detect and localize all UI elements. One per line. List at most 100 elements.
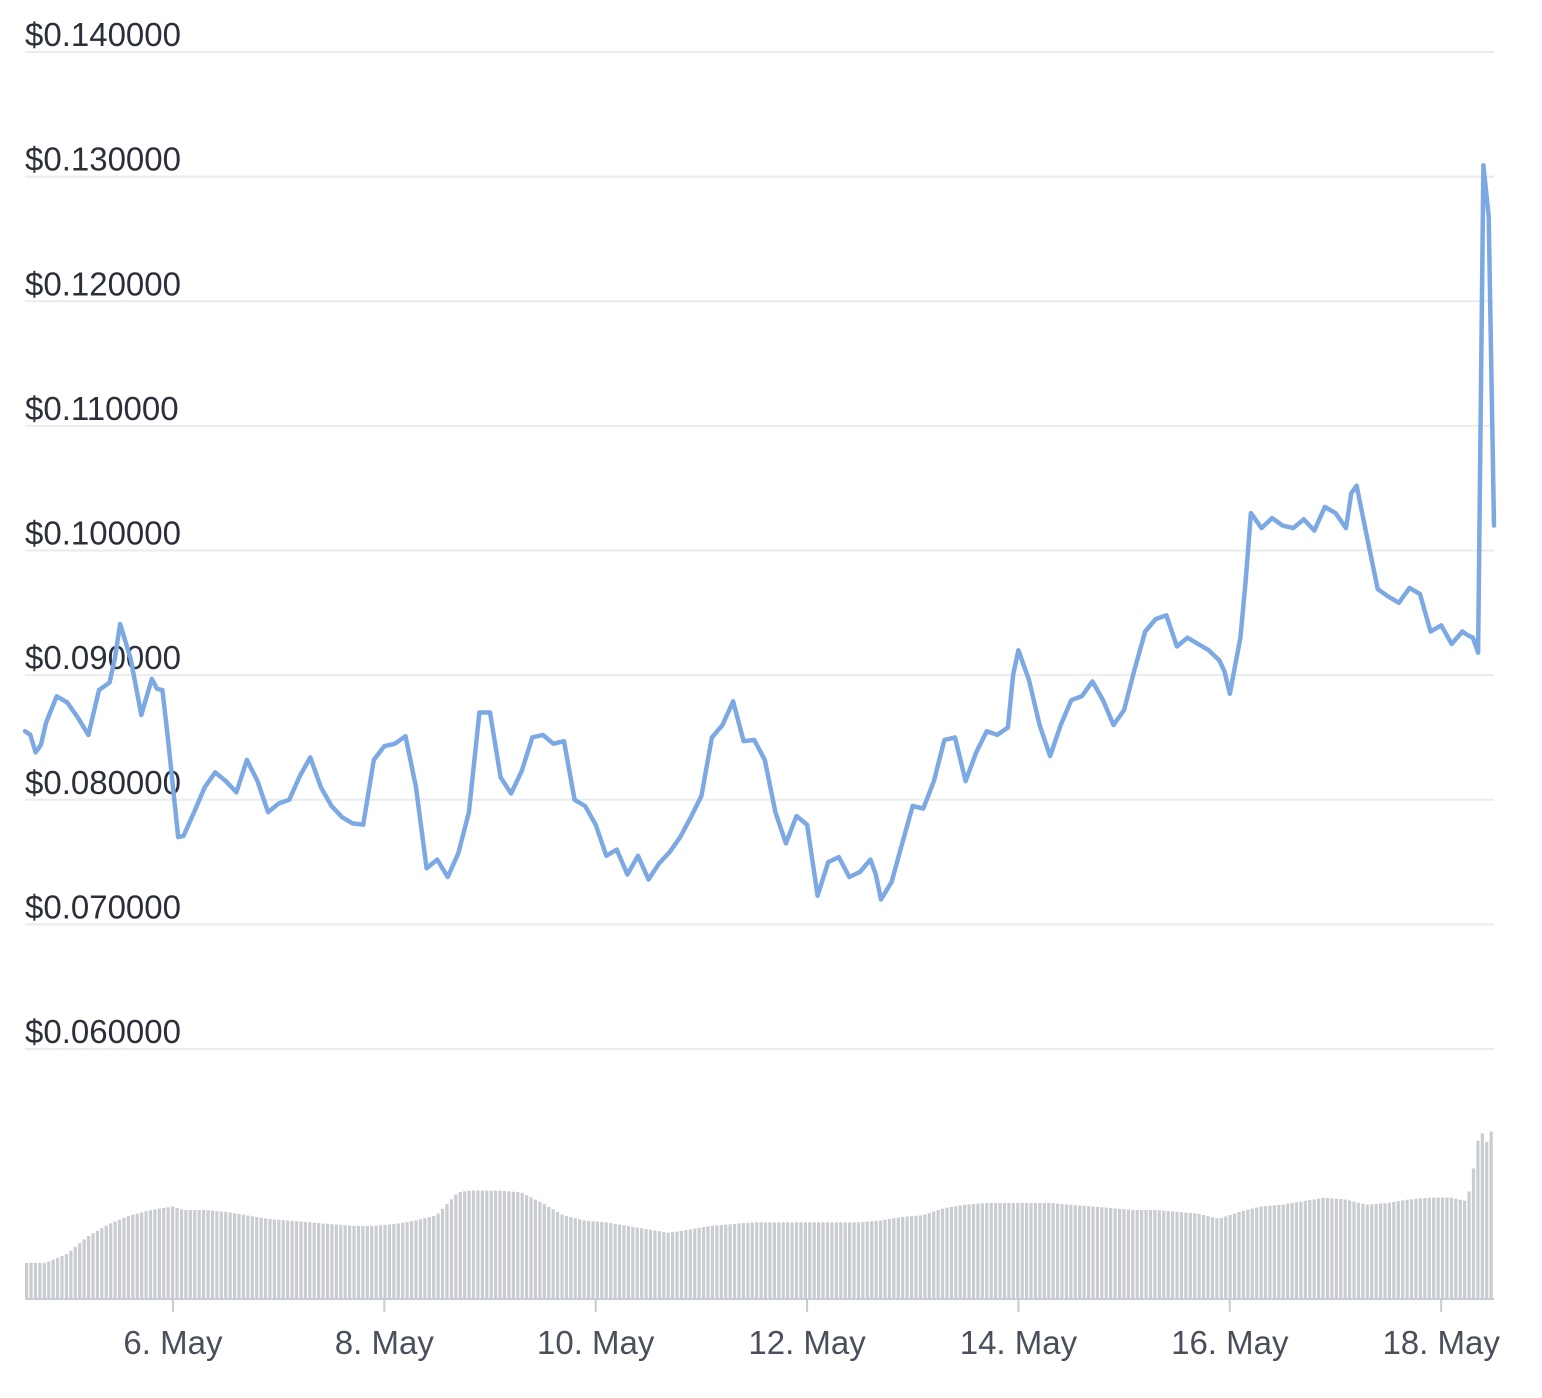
volume-bar bbox=[936, 1210, 940, 1298]
volume-bar bbox=[365, 1225, 369, 1298]
volume-bar bbox=[78, 1243, 82, 1298]
volume-bar bbox=[1184, 1212, 1188, 1298]
volume-bar bbox=[440, 1208, 445, 1298]
volume-bar bbox=[980, 1203, 984, 1298]
volume-bar bbox=[109, 1223, 113, 1298]
volume-bar bbox=[954, 1206, 958, 1298]
volume-bar bbox=[215, 1211, 219, 1298]
volume-bar bbox=[1170, 1211, 1175, 1298]
volume-bar bbox=[839, 1222, 843, 1298]
volume-bar bbox=[361, 1225, 365, 1298]
volume-bar bbox=[86, 1235, 91, 1298]
volume-bar bbox=[1131, 1209, 1135, 1298]
volume-bar bbox=[1312, 1199, 1316, 1298]
volume-bar bbox=[206, 1210, 210, 1298]
volume-bar bbox=[33, 1262, 38, 1298]
volume-bar bbox=[719, 1225, 723, 1298]
volume-bar bbox=[1095, 1206, 1100, 1298]
volume-bar bbox=[870, 1221, 874, 1298]
volume-bar bbox=[370, 1225, 374, 1298]
volume-bar bbox=[768, 1222, 772, 1298]
volume-bar bbox=[144, 1211, 148, 1298]
volume-bar bbox=[1228, 1214, 1232, 1298]
volume-bar bbox=[949, 1206, 953, 1298]
volume-bar bbox=[1175, 1211, 1179, 1298]
volume-bar bbox=[679, 1230, 684, 1298]
volume-bar bbox=[166, 1207, 170, 1298]
volume-bar bbox=[865, 1221, 869, 1298]
volume-bar bbox=[830, 1222, 834, 1298]
volume-bar bbox=[1201, 1215, 1206, 1298]
volume-bar bbox=[697, 1227, 701, 1298]
volume-bar bbox=[1086, 1206, 1091, 1298]
volume-bar bbox=[1281, 1204, 1285, 1298]
volume-bar bbox=[1166, 1211, 1170, 1298]
volume-bar bbox=[1392, 1201, 1396, 1298]
volume-bar bbox=[1277, 1204, 1281, 1298]
volume-bar bbox=[1299, 1201, 1303, 1298]
volume-bar bbox=[1454, 1198, 1458, 1298]
volume-bar bbox=[277, 1219, 281, 1298]
volume-bar bbox=[604, 1222, 608, 1298]
volume-bar bbox=[1153, 1210, 1157, 1298]
volume-bar bbox=[436, 1213, 440, 1298]
volume-bar bbox=[1445, 1197, 1449, 1298]
volume-bar bbox=[1122, 1209, 1126, 1298]
volume-bar bbox=[250, 1216, 254, 1298]
volume-bar bbox=[1033, 1202, 1038, 1298]
volume-bar bbox=[1458, 1199, 1462, 1298]
volume-bar bbox=[821, 1222, 825, 1298]
volume-bar bbox=[480, 1190, 484, 1298]
volume-bar bbox=[1432, 1197, 1436, 1298]
volume-bar bbox=[1250, 1208, 1254, 1298]
volume-bar bbox=[1042, 1202, 1046, 1298]
volume-bar bbox=[1162, 1210, 1166, 1298]
y-tick-label: $0.130000 bbox=[25, 141, 181, 178]
volume-bar bbox=[188, 1210, 192, 1298]
y-tick-label: $0.120000 bbox=[25, 265, 181, 302]
x-tick-label: 10. May bbox=[537, 1324, 655, 1361]
volume-bar bbox=[759, 1222, 763, 1298]
volume-bar bbox=[728, 1224, 732, 1298]
volume-bar bbox=[533, 1199, 538, 1298]
volume-bar bbox=[1418, 1198, 1423, 1298]
volume-bar bbox=[794, 1222, 799, 1298]
volume-bar bbox=[308, 1222, 312, 1298]
volume-bar bbox=[1272, 1205, 1276, 1298]
volume-bar bbox=[241, 1214, 246, 1298]
volume-bar bbox=[1476, 1140, 1480, 1298]
volume-bar bbox=[334, 1224, 338, 1298]
volume-bar bbox=[193, 1210, 197, 1298]
volume-bar bbox=[272, 1219, 277, 1298]
volume-bar bbox=[542, 1204, 546, 1298]
volume-bar bbox=[1334, 1198, 1338, 1298]
volume-bar bbox=[1011, 1202, 1015, 1298]
volume-bar bbox=[1104, 1207, 1108, 1298]
volume-bar bbox=[1463, 1200, 1467, 1298]
volume-bar bbox=[325, 1223, 330, 1298]
volume-bar bbox=[1294, 1202, 1299, 1298]
volume-bar bbox=[1339, 1199, 1343, 1298]
volume-bar bbox=[887, 1219, 892, 1298]
volume-bar bbox=[131, 1214, 135, 1298]
volume-bar bbox=[423, 1218, 427, 1298]
volume-bar bbox=[1193, 1213, 1197, 1298]
volume-bar bbox=[834, 1222, 838, 1298]
volume-bar bbox=[1325, 1197, 1330, 1298]
volume-bar bbox=[985, 1202, 989, 1298]
volume-bar bbox=[471, 1190, 476, 1298]
volume-bar bbox=[635, 1227, 639, 1298]
x-tick-label: 14. May bbox=[960, 1324, 1078, 1361]
volume-bar bbox=[51, 1259, 55, 1298]
volume-bar bbox=[228, 1212, 232, 1298]
volume-bar bbox=[263, 1218, 268, 1298]
volume-bar bbox=[1047, 1202, 1051, 1298]
volume-bar bbox=[675, 1231, 679, 1298]
volume-bar bbox=[529, 1197, 533, 1298]
volume-bar bbox=[317, 1223, 321, 1298]
volume-bar bbox=[1073, 1205, 1077, 1298]
volume-bar bbox=[516, 1192, 520, 1298]
volume-bar bbox=[175, 1208, 179, 1298]
volume-bar bbox=[104, 1225, 108, 1298]
volume-bar bbox=[95, 1230, 100, 1298]
